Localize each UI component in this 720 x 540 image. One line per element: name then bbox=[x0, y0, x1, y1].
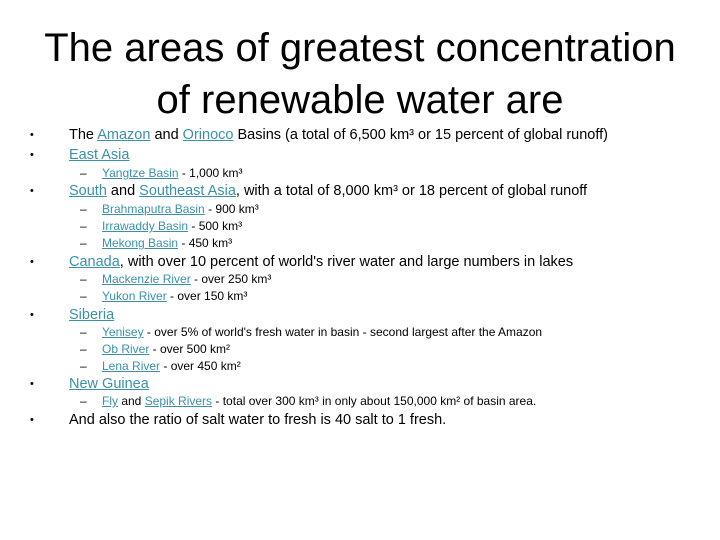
link-amazon[interactable]: Amazon bbox=[97, 127, 151, 143]
text-segment: , with over 10 percent of world's river … bbox=[119, 254, 574, 270]
link-new-guinea[interactable]: New Guinea bbox=[69, 376, 149, 392]
link-mekong-basin[interactable]: Mekong Basin bbox=[102, 236, 179, 250]
text-segment: - total over 300 km³ in only about 150,0… bbox=[212, 394, 537, 408]
slide-title-line-2: of renewable water are bbox=[156, 78, 564, 122]
link-brahmaputra-basin[interactable]: Brahmaputra Basin bbox=[102, 202, 205, 216]
link-south[interactable]: South bbox=[69, 183, 107, 199]
link-yenisey[interactable]: Yenisey bbox=[102, 325, 144, 339]
bullet-text: East Asia bbox=[69, 146, 129, 164]
link-lena-river[interactable]: Lena River bbox=[102, 359, 161, 373]
text-segment: - 900 km³ bbox=[204, 202, 259, 216]
text-segment: - over 250 km³ bbox=[190, 272, 272, 286]
bullet-text: Canada, with over 10 percent of world's … bbox=[69, 253, 573, 271]
link-canada[interactable]: Canada bbox=[69, 254, 120, 270]
bullet-icon: • bbox=[30, 378, 34, 390]
link-east-asia[interactable]: East Asia bbox=[69, 147, 130, 163]
sub-item-text: Mekong Basin - 450 km³ bbox=[102, 235, 232, 251]
link-sepik-rivers[interactable]: Sepik Rivers bbox=[144, 394, 213, 408]
bullet-icon: • bbox=[30, 129, 34, 141]
dash-icon: – bbox=[80, 166, 87, 180]
bullet-icon: • bbox=[30, 185, 34, 197]
link-yangtze-basin[interactable]: Yangtze Basin bbox=[102, 166, 179, 180]
sub-item-text: Lena River - over 450 km² bbox=[102, 358, 241, 374]
dash-icon: – bbox=[80, 359, 87, 373]
dash-icon: – bbox=[80, 394, 87, 408]
dash-icon: – bbox=[80, 202, 87, 216]
bullet-icon: • bbox=[30, 149, 34, 161]
link-siberia[interactable]: Siberia bbox=[69, 307, 115, 323]
sub-item-text: Yangtze Basin - 1,000 km³ bbox=[102, 165, 243, 181]
link-fly[interactable]: Fly bbox=[102, 394, 118, 408]
text-segment: - 1,000 km³ bbox=[178, 166, 243, 180]
bullet-text: The Amazon and Orinoco Basins (a total o… bbox=[69, 126, 608, 144]
sub-item-text: Ob River - over 500 km² bbox=[102, 341, 230, 357]
bullet-text: Siberia bbox=[69, 306, 114, 324]
link-irrawaddy-basin[interactable]: Irrawaddy Basin bbox=[102, 219, 189, 233]
bullet-icon: • bbox=[30, 414, 34, 426]
text-segment: - over 150 km³ bbox=[166, 289, 248, 303]
sub-item-text: Mackenzie River - over 250 km³ bbox=[102, 271, 271, 287]
sub-item-text: Brahmaputra Basin - 900 km³ bbox=[102, 201, 259, 217]
text-segment: - over 450 km² bbox=[160, 359, 241, 373]
text-segment: - 450 km³ bbox=[178, 236, 233, 250]
bullet-text: South and Southeast Asia, with a total o… bbox=[69, 182, 587, 200]
sub-item-text: Yukon River - over 150 km³ bbox=[102, 288, 247, 304]
sub-item-text: Fly and Sepik Rivers - total over 300 km… bbox=[102, 393, 536, 409]
dash-icon: – bbox=[80, 325, 87, 339]
text-segment: and bbox=[106, 183, 140, 199]
sub-item-text: Irrawaddy Basin - 500 km³ bbox=[102, 218, 242, 234]
dash-icon: – bbox=[80, 342, 87, 356]
text-segment: , with a total of 8,000 km³ or 18 percen… bbox=[235, 183, 588, 199]
bullet-text: New Guinea bbox=[69, 375, 149, 393]
bullet-icon: • bbox=[30, 309, 34, 321]
link-ob-river[interactable]: Ob River bbox=[102, 342, 150, 356]
text-segment: and bbox=[118, 394, 145, 408]
bullet-text: And also the ratio of salt water to fres… bbox=[69, 412, 447, 428]
text-segment: The bbox=[69, 127, 98, 143]
text-segment: - 500 km³ bbox=[188, 219, 243, 233]
slide-title: The areas of greatest concentration of r… bbox=[20, 22, 700, 126]
link-mackenzie-river[interactable]: Mackenzie River bbox=[102, 272, 191, 286]
dash-icon: – bbox=[80, 219, 87, 233]
link-yukon-river[interactable]: Yukon River bbox=[102, 289, 167, 303]
link-southeast-asia[interactable]: Southeast Asia bbox=[139, 183, 236, 199]
dash-icon: – bbox=[80, 289, 87, 303]
text-segment: - over 5% of world's fresh water in basi… bbox=[143, 325, 543, 339]
dash-icon: – bbox=[80, 272, 87, 286]
text-segment: Basins (a total of 6,500 km³ or 15 perce… bbox=[233, 127, 608, 143]
dash-icon: – bbox=[80, 236, 87, 250]
text-segment: - over 500 km² bbox=[149, 342, 231, 356]
slide-title-line-1: The areas of greatest concentration bbox=[44, 26, 676, 70]
sub-item-text: Yenisey - over 5% of world's fresh water… bbox=[102, 324, 542, 340]
text-segment: and bbox=[150, 127, 183, 143]
link-orinoco[interactable]: Orinoco bbox=[182, 127, 234, 143]
bullet-icon: • bbox=[30, 256, 34, 268]
